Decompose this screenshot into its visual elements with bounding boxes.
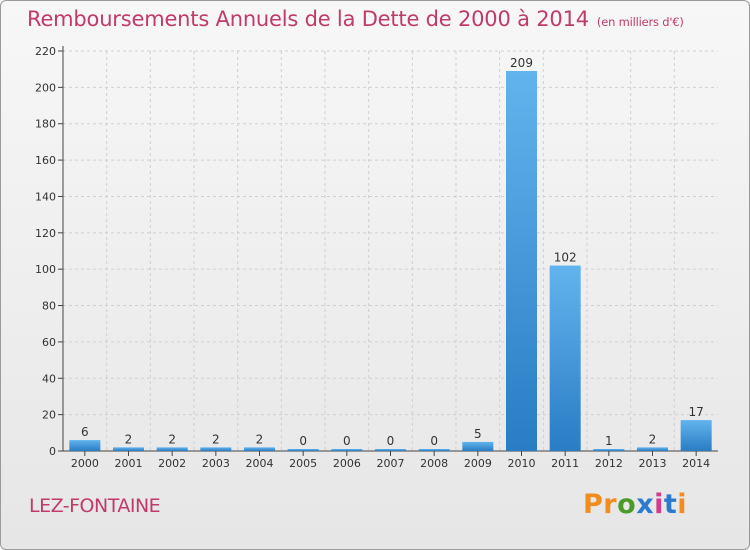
y-tick-label: 100 [35,263,56,276]
data-label-2007: 0 [387,434,395,448]
x-tick-label-2009: 2009 [464,457,492,470]
unit-note: (en milliers d'€) [596,15,684,29]
bar-2004 [244,447,275,451]
bar-2001 [113,447,144,451]
proxiti-logo[interactable]: Proxiti [583,489,687,520]
chart-title: Remboursements Annuels de la Dette de 20… [27,7,684,31]
logo-letter: i [654,489,664,520]
x-tick-label-2014: 2014 [682,457,710,470]
y-tick-label: 40 [42,372,56,385]
logo-letter: P [583,489,604,520]
y-tick-label: 220 [35,45,56,58]
x-tick-label-2012: 2012 [595,457,623,470]
commune-name: LEZ-FONTAINE [29,495,161,517]
data-label-2010: 209 [510,56,533,70]
data-label-2002: 2 [168,432,176,446]
x-tick-label-2000: 2000 [71,457,99,470]
data-label-2003: 2 [212,432,220,446]
x-tick-label-2013: 2013 [639,457,667,470]
bar-2009 [462,441,494,451]
x-tick-label-2007: 2007 [377,457,405,470]
x-tick-label-2011: 2011 [551,457,579,470]
bar-2013 [637,447,668,451]
x-tick-label-2005: 2005 [289,457,317,470]
logo-letter: r [603,489,618,520]
y-tick-label: 160 [35,154,56,167]
data-label-2013: 2 [649,432,657,446]
chart-title-text: Remboursements Annuels de la Dette de 20… [27,7,589,31]
logo-letter: x [636,489,655,520]
x-tick-label-2010: 2010 [508,457,536,470]
data-label-2011: 102 [554,251,577,265]
x-tick-label-2004: 2004 [246,457,274,470]
y-tick-label: 60 [42,336,56,349]
y-tick-label: 20 [42,409,56,422]
logo-letter: o [617,489,637,520]
bar-2002 [156,447,188,451]
bar-2011 [549,265,581,451]
bar-2008 [418,449,450,451]
data-label-2012: 1 [605,434,613,448]
bar-2003 [200,447,232,451]
x-tick-label-2003: 2003 [202,457,230,470]
bar-2006 [331,449,363,451]
logo-letter: i [677,489,688,520]
data-label-2009: 5 [474,427,482,441]
data-label-2004: 2 [256,432,264,446]
x-tick-label-2001: 2001 [115,457,143,470]
bars [69,71,712,451]
y-tick-label: 140 [35,190,56,203]
bar-2014 [680,420,712,451]
y-tick-label: 120 [35,227,56,240]
bar-2000 [69,440,101,451]
logo-letter: t [663,489,678,520]
x-tick-label-2006: 2006 [333,457,361,470]
axes [58,46,718,456]
data-label-2014: 17 [689,405,704,419]
x-tick-label-2008: 2008 [420,457,448,470]
data-label-2006: 0 [343,434,351,448]
data-label-2008: 0 [430,434,438,448]
data-label-2000: 6 [81,425,89,439]
y-tick-label: 180 [35,118,56,131]
bar-2005 [287,449,319,451]
y-tick-label: 200 [35,81,56,94]
x-tick-label-2002: 2002 [158,457,186,470]
data-label-2001: 2 [125,432,133,446]
labels: 0204060801001201401601802002206200022001… [35,45,710,470]
bar-2012 [593,449,625,451]
data-label-2005: 0 [299,434,307,448]
bar-2007 [375,449,406,451]
bar-2010 [506,71,537,451]
y-tick-label: 80 [42,300,56,313]
y-tick-label: 0 [49,445,56,458]
grid-lines [63,50,718,451]
